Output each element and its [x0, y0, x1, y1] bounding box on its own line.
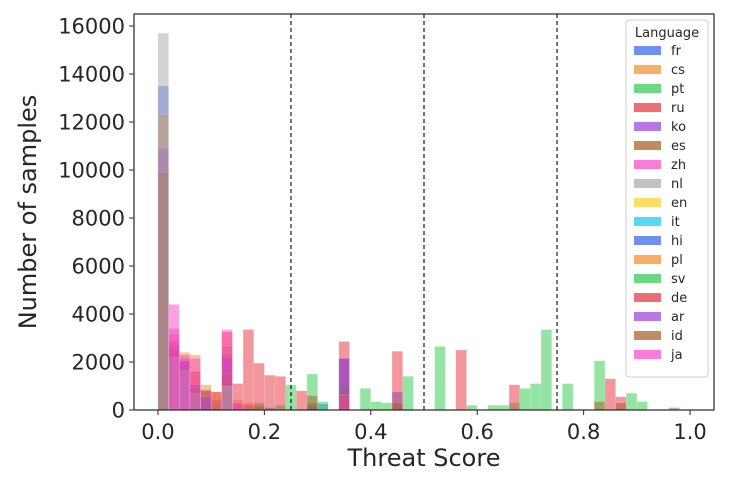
y-axis-ticks: 0 2000 4000 6000 8000 10000 12000 14000 16000: [58, 15, 134, 423]
legend-swatch-cs: [634, 65, 661, 74]
legend: Language fr cs pt ru ko es zh nl en it hi pl sv de ar i…: [625, 19, 709, 378]
histogram-bar-es: [306, 395, 318, 411]
histogram-bar-pt: [487, 404, 499, 411]
histogram-bar-ko: [200, 396, 212, 411]
legend-label-ru: ru: [671, 101, 685, 116]
legend-label-id: id: [671, 329, 683, 344]
x-tick-label: 1.0: [673, 420, 706, 444]
histogram-bar-zh: [338, 395, 350, 411]
legend-label-ja: ja: [670, 348, 683, 363]
histogram-bar-ru: [274, 376, 286, 411]
histogram-bar-pt: [434, 346, 446, 411]
legend-label-it: it: [671, 215, 680, 230]
legend-label-cs: cs: [671, 63, 685, 78]
legend-title: Language: [635, 26, 699, 41]
histogram-bar-es: [615, 402, 627, 411]
histogram-bar-ja: [178, 354, 191, 411]
legend-swatch-ja: [634, 350, 661, 359]
legend-label-pl: pl: [671, 253, 683, 268]
legend-items: fr cs pt ru ko es zh nl en it hi pl sv de ar id ja: [634, 44, 687, 363]
legend-label-es: es: [671, 139, 686, 154]
histogram-bar-ru: [242, 329, 254, 411]
histogram-bar-ru: [296, 390, 308, 411]
histogram-bar-nl: [157, 32, 169, 411]
histogram-bar-pt: [562, 383, 574, 411]
legend-swatch-nl: [634, 179, 661, 188]
legend-swatch-sv: [634, 274, 661, 283]
y-tick-label: 12000: [58, 111, 125, 135]
legend-label-de: de: [671, 291, 687, 306]
histogram-bar-es: [391, 402, 403, 411]
legend-swatch-es: [634, 141, 661, 150]
histogram-bar-pt: [540, 329, 552, 411]
x-tick-label: 0.0: [141, 420, 174, 444]
legend-swatch-hi: [634, 236, 661, 245]
y-tick-label: 14000: [58, 63, 125, 87]
legend-label-fr: fr: [671, 44, 682, 59]
legend-swatch-ru: [634, 103, 661, 112]
y-tick-label: 16000: [58, 15, 125, 39]
y-tick-label: 10000: [58, 159, 125, 183]
legend-label-pt: pt: [671, 82, 684, 97]
histogram-bar-ru: [455, 349, 467, 411]
histogram-bar-ja: [168, 304, 180, 411]
histogram-bar-pt: [402, 376, 414, 411]
histogram-bar-pt: [625, 392, 638, 411]
histogram-bar-ru: [264, 374, 276, 411]
x-tick-label: 0.6: [461, 420, 494, 444]
legend-swatch-it: [634, 217, 661, 226]
legend-label-sv: sv: [671, 272, 686, 287]
x-tick-label: 0.8: [567, 420, 600, 444]
histogram-bar-pt: [381, 402, 393, 411]
histogram-bar-ja: [189, 358, 201, 411]
legend-swatch-ko: [634, 122, 661, 131]
y-tick-label: 4000: [72, 303, 125, 327]
histogram-bar-ru: [391, 350, 403, 411]
legend-swatch-zh: [634, 160, 661, 169]
x-axis-title: Threat Score: [347, 444, 501, 472]
histogram-bar-pt: [519, 388, 531, 411]
histogram-bar-pt: [317, 401, 329, 411]
legend-swatch-en: [634, 198, 661, 207]
threshold-lines: [290, 14, 558, 410]
histogram-bar-ja: [232, 402, 244, 411]
legend-label-en: en: [671, 196, 687, 211]
histogram-bar-nl: [221, 385, 233, 411]
histogram-bar-ru: [210, 391, 223, 411]
legend-swatch-pt: [634, 84, 661, 93]
plot-frame: [133, 13, 715, 411]
legend-label-ar: ar: [671, 310, 685, 325]
histogram-bar-pt: [530, 383, 542, 411]
legend-swatch-de: [634, 293, 661, 302]
histogram-bar-ru: [604, 378, 616, 411]
legend-label-hi: hi: [671, 234, 683, 249]
x-tick-label: 0.2: [248, 420, 281, 444]
histogram-bar-pt: [370, 401, 382, 411]
legend-swatch-ar: [634, 312, 661, 321]
histogram-bar-ru: [508, 384, 521, 411]
y-tick-label: 8000: [72, 207, 125, 231]
legend-swatch-pl: [634, 255, 661, 264]
y-tick-label: 2000: [72, 351, 125, 375]
x-tick-label: 0.4: [354, 420, 387, 444]
histogram-bar-ru: [253, 362, 265, 411]
legend-swatch-id: [634, 331, 661, 340]
histogram-bar-es: [594, 401, 606, 411]
y-axis-title: Number of samples: [14, 95, 42, 330]
y-tick-label: 6000: [72, 255, 125, 279]
y-tick-label: 0: [112, 399, 125, 423]
x-axis-ticks: 0.0 0.2 0.4 0.6 0.8 1.0: [141, 410, 707, 444]
histogram-bar-pt: [466, 404, 478, 411]
histogram-bar-pt: [359, 388, 372, 411]
legend-label-ko: ko: [671, 120, 686, 135]
histogram-bar-pt: [636, 401, 648, 411]
legend-swatch-fr: [634, 46, 661, 55]
legend-label-zh: zh: [671, 158, 686, 173]
histogram-bar-pt: [498, 404, 510, 411]
legend-label-nl: nl: [671, 177, 683, 192]
